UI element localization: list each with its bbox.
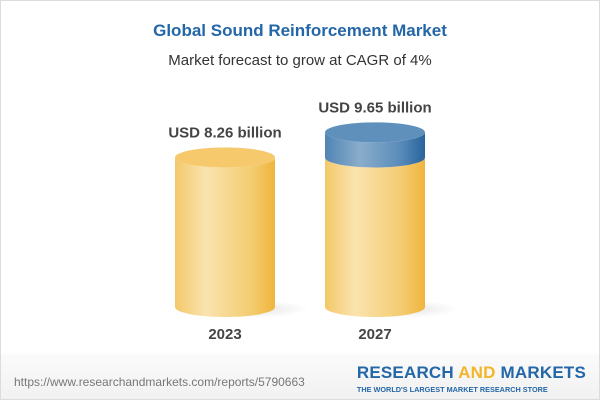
category-label: 2027 <box>358 326 391 343</box>
bar-top-2023 <box>175 147 275 168</box>
chart-title: Global Sound Reinforcement Market <box>153 21 447 40</box>
bar-2023 <box>175 157 275 317</box>
data-label: USD 9.65 billion <box>318 99 431 116</box>
bar-2027 <box>325 157 425 317</box>
footer: https://www.researchandmarkets.com/repor… <box>1 354 599 399</box>
bar-top-2027 <box>325 122 425 143</box>
bar-growth-2027 <box>325 132 425 168</box>
category-label: 2023 <box>208 326 241 343</box>
chart-subtitle: Market forecast to grow at CAGR of 4% <box>168 52 432 69</box>
data-label: USD 8.26 billion <box>168 124 281 141</box>
research-and-markets-logo: RESEARCH AND MARKETS THE WORLD'S LARGEST… <box>356 363 586 394</box>
source-url[interactable]: https://www.researchandmarkets.com/repor… <box>14 375 305 389</box>
